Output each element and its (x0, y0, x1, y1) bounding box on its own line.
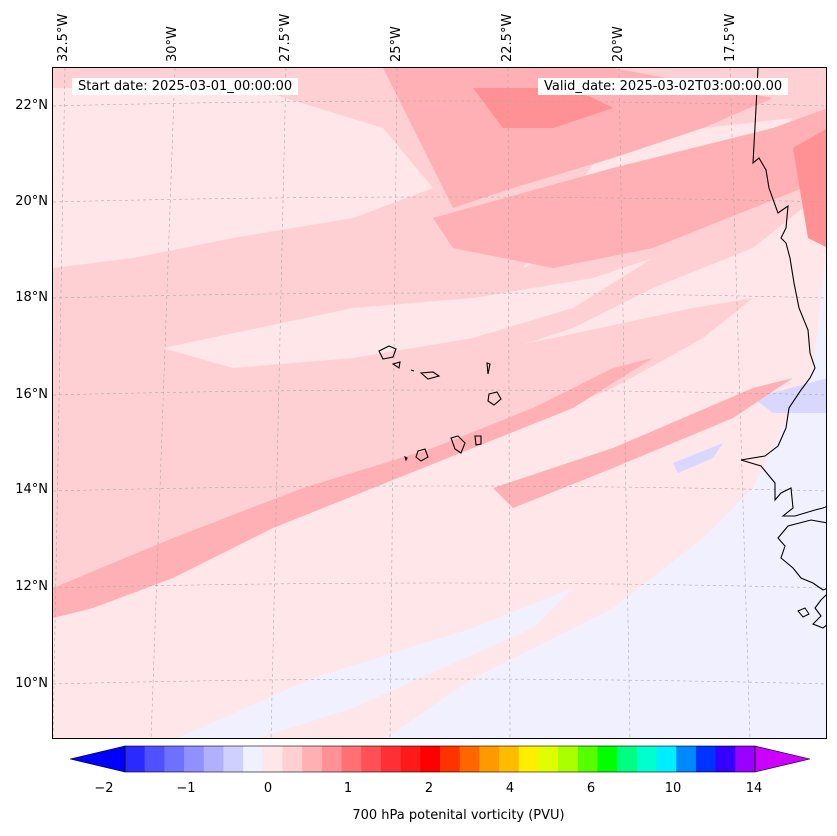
colorbar-cell (518, 746, 539, 772)
colorbar-tick: −1 (176, 781, 196, 796)
colorbar-cell (656, 746, 677, 772)
pv-negative-region (385, 255, 826, 738)
colorbar-cell (735, 746, 756, 772)
colorbar-cell (302, 746, 323, 772)
colorbar-cell (164, 746, 185, 772)
colorbar-tick: 1 (343, 781, 353, 796)
pv-weak-region (53, 88, 433, 268)
graticule (53, 68, 826, 738)
colorbar-cell (577, 746, 598, 772)
lon-label-30w: 30°W (165, 26, 180, 62)
african-coastline (812, 594, 826, 629)
colorbar-max-extend-arrow (754, 745, 810, 773)
pv-positive-region (383, 68, 773, 208)
colorbar-cell (479, 746, 500, 772)
colorbar-cell (262, 746, 283, 772)
valid-date-label: Valid_date: 2025-03-02T03:00:00.00 (538, 78, 789, 95)
colorbar-tick: 4 (505, 781, 515, 796)
coastal-island (797, 607, 810, 618)
lat-label-12n: 12°N (15, 579, 48, 594)
colorbar-cell (243, 746, 264, 772)
lat-label-10n: 10°N (15, 676, 48, 691)
pv-positive-region (433, 108, 826, 268)
pv-contour-map (53, 68, 826, 738)
colorbar-cell (636, 746, 658, 772)
colorbar-tick: 0 (263, 781, 273, 796)
pv-positive-region (793, 129, 826, 247)
colorbar-cell (558, 746, 579, 772)
colorbar-cell (538, 746, 559, 772)
pv-negative-region (753, 378, 826, 413)
colorbar-min-extend-arrow (70, 745, 126, 773)
colorbar-tick: 6 (586, 781, 596, 796)
colorbar-label: 700 hPa potenital vorticity (PVU) (352, 808, 565, 823)
lat-label-18n: 18°N (15, 290, 48, 305)
lat-label-20n: 20°N (15, 194, 48, 209)
pv-negative-region (177, 588, 573, 738)
colorbar-cell (282, 746, 303, 772)
lon-label-27-5w: 27.5°W (278, 13, 293, 62)
colorbar-cell (420, 746, 441, 772)
pv-negative-region (673, 443, 723, 473)
pv-positive-band (493, 378, 793, 508)
colorbar-cell (597, 746, 618, 772)
colorbar-cell (695, 746, 717, 772)
colorbar-cell (361, 746, 382, 772)
colorbar-cell (715, 746, 736, 772)
lat-label-16n: 16°N (15, 387, 48, 402)
lon-label-20w: 20°W (611, 26, 626, 62)
colorbar-tick: −2 (94, 781, 114, 796)
colorbar-cell (499, 746, 520, 772)
pv-positive-band (53, 593, 73, 608)
lat-label-14n: 14°N (15, 482, 48, 497)
map-panel (52, 67, 827, 739)
colorbar (70, 745, 810, 773)
colorbar-cell (223, 746, 244, 772)
pv-positive-band (53, 358, 653, 618)
pv-weak-region (163, 258, 653, 368)
colorbar-cell (341, 746, 362, 772)
african-coastline (740, 68, 826, 517)
lon-label-17-5w: 17.5°W (723, 13, 738, 62)
colorbar-cell (184, 746, 205, 772)
cape-verde-islands (378, 345, 502, 462)
colorbar-tick: 14 (745, 781, 763, 796)
colorbar-cell (203, 746, 224, 772)
colorbar-cell (144, 746, 165, 772)
colorbar-cell (321, 746, 343, 772)
lat-label-22n: 22°N (15, 98, 48, 113)
colorbar-tick: 2 (424, 781, 434, 796)
colorbar-cell (380, 746, 402, 772)
colorbar-cell (400, 746, 421, 772)
colorbar-cell (440, 746, 461, 772)
colorbar-cell (125, 746, 146, 772)
african-coastline (777, 519, 826, 591)
colorbar-cell (617, 746, 638, 772)
lon-label-22-5w: 22.5°W (500, 13, 515, 62)
start-date-label: Start date: 2025-03-01_00:00:00 (72, 78, 299, 95)
colorbar-tick: 10 (664, 781, 682, 796)
colorbar-cell (459, 746, 480, 772)
lon-label-25w: 25°W (389, 26, 404, 62)
colorbar-cell (676, 746, 697, 772)
lon-label-32-5w: 32.5°W (56, 13, 71, 62)
